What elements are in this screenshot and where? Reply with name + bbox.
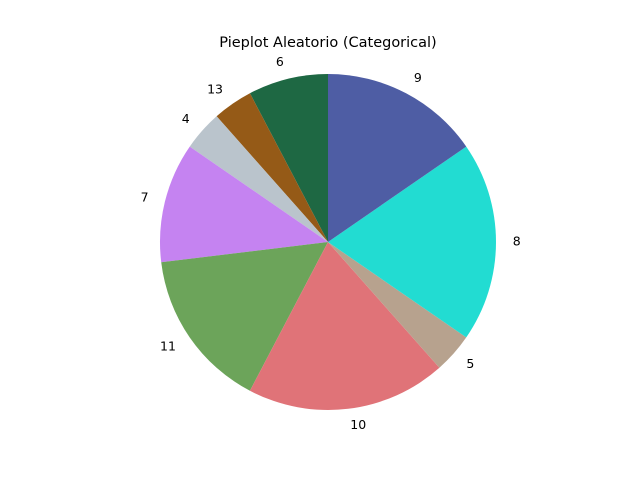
pie-label-4: 4	[182, 111, 190, 126]
pie-slice-4	[189, 116, 328, 242]
pie-label-5: 5	[466, 356, 474, 371]
pie-label-13: 13	[207, 81, 223, 96]
pie-slice-8	[328, 146, 496, 338]
pie-label-8: 8	[513, 234, 521, 249]
pie-slice-6	[249, 74, 328, 242]
pie-slice-9	[328, 74, 467, 242]
pie-label-9: 9	[414, 70, 422, 85]
pie-slices	[159, 74, 496, 410]
pie-slice-13	[216, 93, 328, 243]
pie-label-7: 7	[141, 189, 149, 204]
pie-slice-5	[328, 242, 467, 368]
pie-labels: 6 13 4 7 11 10 5 8 9	[141, 54, 521, 432]
pie-label-10: 10	[350, 417, 366, 432]
pie-label-11: 11	[160, 338, 176, 353]
pie-slice-11	[161, 242, 328, 391]
pie-slice-10	[249, 242, 440, 410]
pie-label-6: 6	[276, 54, 284, 69]
chart-title: Pieplot Aleatorio (Categorical)	[219, 35, 437, 51]
pie-slice-7	[159, 146, 328, 263]
